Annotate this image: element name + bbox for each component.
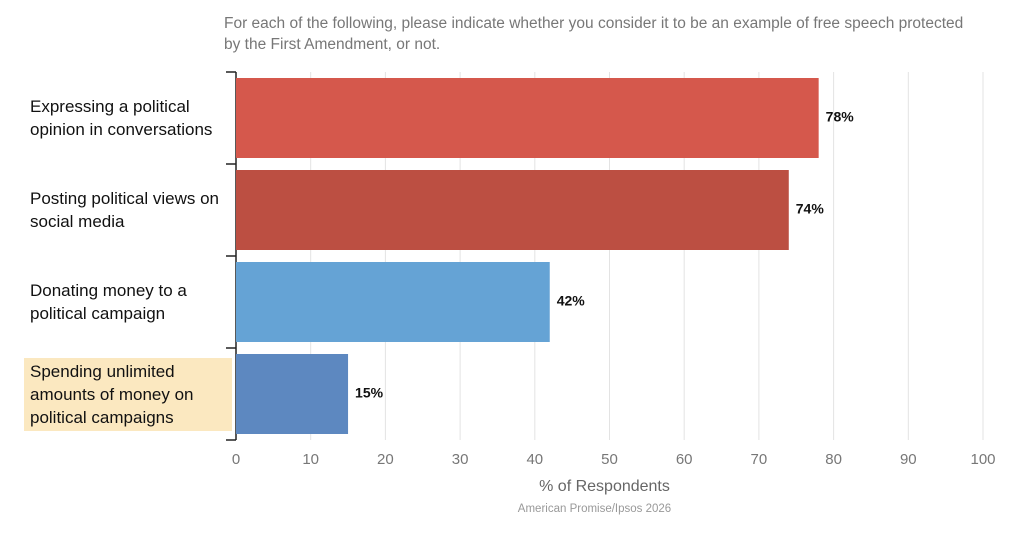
source: American Promise/Ipsos 2026 [518, 503, 671, 515]
x-tick-label: 100 [970, 451, 995, 468]
x-tick-label: 50 [601, 451, 618, 468]
x-tick-label: 30 [452, 451, 469, 468]
value-label: 42% [557, 293, 586, 309]
bar [236, 354, 349, 434]
value-label: 78% [826, 109, 855, 125]
x-axis-title: % of Respondents [539, 478, 670, 495]
x-tick-label: 70 [751, 451, 768, 468]
x-tick-label: 20 [377, 451, 394, 468]
x-tick-label: 90 [900, 451, 917, 468]
x-tick-label: 40 [526, 451, 543, 468]
value-label: 74% [796, 201, 825, 217]
category-label: Spending unlimited amounts of money on p… [24, 357, 232, 431]
x-tick-label: 80 [825, 451, 842, 468]
x-tick-label: 60 [676, 451, 693, 468]
x-tick-label: 0 [232, 451, 240, 468]
category-label: Posting political views on social media [30, 189, 219, 231]
category-label: Expressing a political opinion in conver… [30, 97, 213, 139]
x-tick-label: 10 [302, 451, 319, 468]
category-label: Donating money to a political campaign [30, 281, 187, 323]
bar [236, 170, 789, 250]
chart-subtitle: For each of the following, please indica… [224, 15, 964, 53]
value-label: 15% [355, 385, 384, 401]
bar [236, 262, 550, 342]
bar [236, 78, 819, 158]
